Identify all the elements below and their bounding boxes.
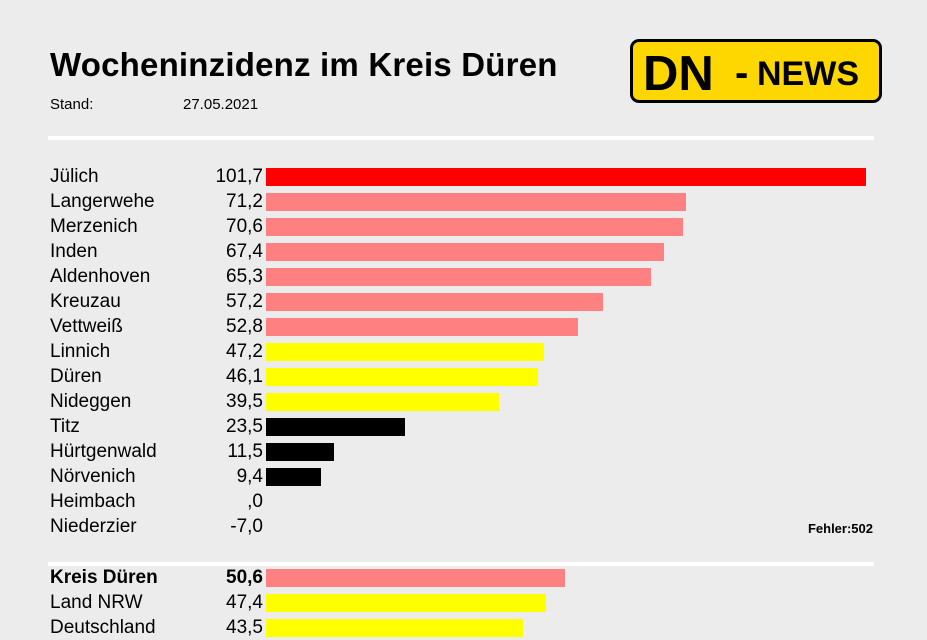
error-note: Fehler:502 <box>807 521 873 536</box>
summary-row: Land NRW 47,4 <box>0 590 927 615</box>
municipality-category-label: Merzenich <box>50 216 138 237</box>
municipality-value-label: 71,2 <box>226 191 263 212</box>
municipality-bar <box>266 368 538 386</box>
municipality-bar <box>266 343 544 361</box>
municipality-bar <box>266 193 686 211</box>
municipality-value-label: 39,5 <box>226 391 263 412</box>
municipality-row: Inden 67,4 <box>0 239 927 264</box>
municipality-category-label: Aldenhoven <box>50 266 151 287</box>
municipality-bar <box>266 393 499 411</box>
municipality-bar <box>266 318 578 336</box>
municipality-category-label: Hürtgenwald <box>50 441 157 462</box>
summary-row: Kreis Düren 50,6 <box>0 565 927 590</box>
municipality-bar <box>266 243 664 261</box>
summary-value-label: 50,6 <box>226 567 263 588</box>
summary-bar <box>266 594 546 612</box>
municipality-value-label: 101,7 <box>215 166 263 187</box>
summary-category-label: Kreis Düren <box>50 567 158 588</box>
municipality-category-label: Linnich <box>50 341 111 362</box>
municipality-row: Niederzier -7,0 <box>0 514 927 539</box>
municipality-bar <box>266 418 405 436</box>
municipality-category-label: Kreuzau <box>50 291 121 312</box>
municipality-row: Aldenhoven 65,3 <box>0 264 927 289</box>
municipality-bar <box>266 268 651 286</box>
municipality-category-label: Heimbach <box>50 491 136 512</box>
stand-date: 27.05.2021 <box>183 96 259 113</box>
summary-value-label: 43,5 <box>226 617 263 638</box>
municipality-value-label: -7,0 <box>230 516 263 537</box>
summary-category-label: Land NRW <box>50 592 143 613</box>
municipality-value-label: 67,4 <box>226 241 263 262</box>
municipality-value-label: 46,1 <box>226 366 263 387</box>
municipality-category-label: Vettweiß <box>50 316 123 337</box>
municipality-bar <box>266 168 866 186</box>
municipality-category-label: Nideggen <box>50 391 132 412</box>
municipality-category-label: Inden <box>50 241 98 262</box>
summary-bar <box>266 569 565 587</box>
municipality-category-label: Titz <box>50 416 80 437</box>
municipality-row: Langerwehe 71,2 <box>0 189 927 214</box>
municipality-bar <box>266 218 683 236</box>
logo-dn-text: DN <box>643 47 714 101</box>
summary-value-label: 47,4 <box>226 592 263 613</box>
summary-divider <box>48 562 874 566</box>
municipality-row: Kreuzau 57,2 <box>0 289 927 314</box>
municipality-value-label: 23,5 <box>226 416 263 437</box>
municipality-row: Nörvenich 9,4 <box>0 464 927 489</box>
municipality-bar <box>266 443 334 461</box>
municipality-value-label: 65,3 <box>226 266 263 287</box>
municipality-value-label: 11,5 <box>227 441 263 462</box>
municipality-category-label: Düren <box>50 366 102 387</box>
municipality-category-label: Niederzier <box>50 516 137 537</box>
header-divider <box>48 136 874 140</box>
municipality-row: Linnich 47,2 <box>0 339 927 364</box>
municipality-bar <box>266 468 321 486</box>
municipality-row: Düren 46,1 <box>0 364 927 389</box>
municipality-row: Nideggen 39,5 <box>0 389 927 414</box>
municipality-value-label: 52,8 <box>226 316 263 337</box>
municipality-bar <box>266 293 603 311</box>
municipality-value-label: 47,2 <box>226 341 263 362</box>
municipality-category-label: Nörvenich <box>50 466 136 487</box>
municipality-row: Merzenich 70,6 <box>0 214 927 239</box>
summary-bar <box>266 619 523 637</box>
summary-row: Deutschland 43,5 <box>0 615 927 640</box>
municipality-value-label: 70,6 <box>226 216 263 237</box>
page-title: Wocheninzidenz im Kreis Düren <box>50 46 558 83</box>
municipality-value-label: 9,4 <box>236 466 263 487</box>
logo-news-text: NEWS <box>757 55 859 93</box>
municipality-value-label: ,0 <box>247 491 263 512</box>
dn-news-logo: DN - NEWS <box>630 39 882 103</box>
municipality-row: Jülich 101,7 <box>0 164 927 189</box>
municipality-row: Titz 23,5 <box>0 414 927 439</box>
municipality-row: Hürtgenwald 11,5 <box>0 439 927 464</box>
municipality-row: Heimbach ,0 <box>0 489 927 514</box>
logo-dash: - <box>735 51 749 95</box>
summary-category-label: Deutschland <box>50 617 156 638</box>
stand-label: Stand: <box>50 96 94 113</box>
municipality-row: Vettweiß 52,8 <box>0 314 927 339</box>
municipality-value-label: 57,2 <box>226 291 263 312</box>
municipality-category-label: Jülich <box>50 166 99 187</box>
municipality-category-label: Langerwehe <box>50 191 155 212</box>
